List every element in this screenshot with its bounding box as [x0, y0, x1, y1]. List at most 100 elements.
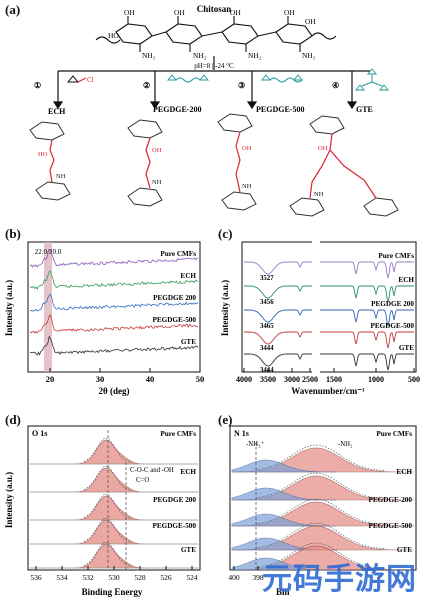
n1s-annotation-nh2: -NH₂ — [338, 441, 352, 448]
ftir-trace — [244, 353, 414, 371]
ftir-peak-label: 3444 — [260, 367, 274, 374]
n1s-x-tick-label: 398 — [252, 573, 264, 582]
o1s-fit-peak — [30, 543, 198, 569]
ftir-plot-frame — [241, 241, 417, 373]
xrd-ylabel: Intensity (a.u.) — [4, 280, 14, 336]
panel-e-letter: (e) — [218, 412, 233, 427]
o1s-annotation-coc: C-O-C and -OH — [130, 467, 174, 474]
oh-label: OH — [305, 17, 316, 26]
xrd-plot-frame — [27, 241, 201, 373]
ftir-x-tick-label: 4000 — [236, 375, 252, 384]
xrd-x-tick-label: 50 — [196, 374, 205, 384]
o1s-raw-data — [83, 542, 133, 567]
o1s-raw-data — [83, 518, 133, 543]
o1s-series-label: ECH — [180, 468, 196, 476]
xrd-series-label: GTE — [181, 338, 196, 346]
ftir-xlabel: Wavenumber/cm⁻¹ — [291, 386, 365, 396]
ftir-traces — [244, 261, 414, 371]
o1s-core-label: O 1s — [32, 429, 47, 438]
chitosan-title: Chitosan — [197, 4, 232, 14]
oh-label: OH — [124, 8, 135, 17]
ftir-peak-label: 3456 — [260, 299, 274, 306]
xrd-trace — [29, 293, 199, 312]
ftir-x-tick-label: 1000 — [368, 375, 384, 384]
xps-n1s-chart: N 1s -NH₃⁺ -NH₂ Pure CMFs ECH PEGDGE-200 PE… — [228, 425, 417, 597]
nh2-label: NH₂ — [193, 51, 207, 60]
nh2-label: NH₂ — [302, 51, 316, 60]
reaction-conditions: pH=8 | -24 °C — [194, 62, 234, 70]
ftir-axis-break — [312, 236, 320, 378]
oh-label-ech: HO — [38, 151, 48, 158]
ftir-x-tick-label: 1500 — [326, 375, 342, 384]
oh-label-peg200: OH — [152, 147, 162, 154]
xrd-x-tick-label: 30 — [96, 374, 105, 384]
o1s-x-tick-label: 530 — [108, 573, 120, 582]
ho-label: HO — [108, 31, 119, 40]
n1s-fit-peak-nh3 — [231, 513, 336, 527]
route-number-4: ④ — [332, 81, 339, 90]
oh-label-gte: OH — [318, 145, 328, 152]
ftir-peak-label: 3465 — [260, 323, 274, 330]
n1s-series-label: PEGDGE-500 — [368, 522, 412, 530]
xrd-x-tick-label: 40 — [146, 374, 155, 384]
oh-label-peg500: OH — [242, 145, 252, 152]
xrd-shaded-band — [44, 242, 52, 372]
ftir-peak-label: 3527 — [260, 275, 274, 282]
o1s-series-label: PEGDGE-500 — [152, 522, 196, 530]
route-name-3: PEGDGE-500 — [256, 105, 304, 114]
ftir-series-label: PEGDGE-500 — [370, 322, 414, 330]
ftir-series-label: ECH — [398, 276, 414, 284]
ftir-trace — [244, 309, 414, 327]
o1s-x-tick-label: 536 — [30, 573, 42, 582]
o1s-x-tick-label: 534 — [56, 573, 68, 582]
ftir-series-label: Pure CMFs — [378, 252, 414, 260]
cl-label: Cl — [87, 76, 94, 84]
ftir-trace — [244, 285, 414, 303]
n1s-xlabel: Bin — [276, 587, 290, 597]
ftir-x-tick-label: 2500 — [302, 375, 318, 384]
o1s-ylabel: Intensity (a.u.) — [4, 472, 14, 528]
o1s-xlabel: Binding Energy — [82, 587, 143, 597]
route-name-4: GTE — [356, 105, 373, 114]
ftir-x-tick-label: 3000 — [284, 375, 300, 384]
o1s-series-label: PEGDGE 200 — [153, 496, 196, 504]
nh2-label: NH₂ — [248, 51, 262, 60]
o1s-raw-data — [83, 494, 133, 519]
o1s-x-tick-label: 526 — [160, 573, 172, 582]
xrd-trace — [29, 314, 199, 334]
n1s-annotation-nh3: -NH₃⁺ — [246, 441, 264, 448]
crosslinked-products — [29, 113, 399, 217]
ftir-chart: Pure CMFs ECH PEGDGE 200 PEGDGE-500 GTE 3527… — [220, 236, 420, 396]
nh-label-peg500: NH — [242, 183, 252, 190]
o1s-series-label: Pure CMFs — [160, 430, 196, 438]
n1s-core-label: N 1s — [234, 429, 249, 438]
xps-o1s-chart: O 1s C-O-C and -OH C=O Pure CMFs ECH PEGDG… — [4, 425, 201, 597]
n1s-series-label: GTE — [397, 546, 412, 554]
n1s-series-label: Pure CMFs — [376, 430, 412, 438]
ftir-trace — [244, 261, 414, 279]
nh-label-gte: NH — [314, 191, 324, 198]
panel-a-letter: (a) — [5, 2, 21, 17]
xrd-series-label: PEGDGE-500 — [152, 316, 196, 324]
xrd-series-label: PEGDGE 200 — [153, 294, 196, 302]
xrd-x-tick-label: 20 — [46, 374, 55, 384]
ftir-ylabel: Intensity (a.u.) — [220, 280, 230, 336]
xrd-trace — [30, 335, 199, 356]
panel-c-letter: (c) — [218, 226, 233, 241]
chitosan-structure — [95, 16, 337, 52]
route-number-2: ② — [143, 81, 150, 90]
ftir-x-tick-label: 3500 — [260, 375, 276, 384]
branch-arrows — [52, 70, 370, 110]
panel-b-letter: (b) — [5, 226, 21, 241]
o1s-annotation-co: C=O — [136, 477, 149, 484]
o1s-raw-data — [83, 466, 133, 491]
xrd-series-label: ECH — [180, 272, 196, 280]
ftir-x-tick-label: 500 — [408, 375, 420, 384]
nh-label-peg200: NH — [152, 179, 162, 186]
xrd-traces — [29, 249, 199, 356]
n1s-series-label: ECH — [396, 468, 412, 476]
o1s-raw-data — [83, 438, 133, 463]
xrd-trace — [29, 269, 199, 290]
route-name-2: PEGDGE-200 — [153, 105, 201, 114]
